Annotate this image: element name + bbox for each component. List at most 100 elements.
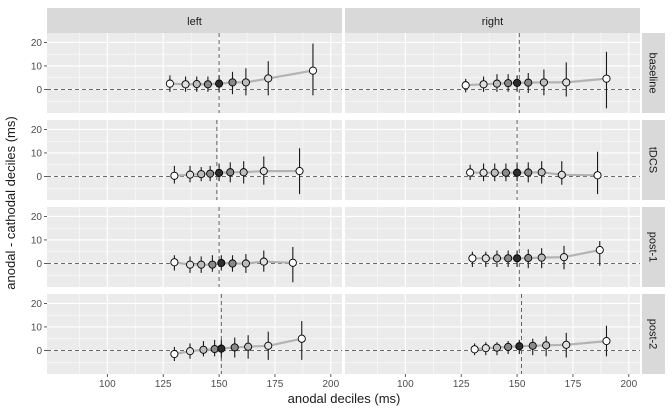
data-point <box>461 81 470 90</box>
y-tick-label: 10 <box>31 148 43 159</box>
data-point <box>181 80 190 89</box>
data-point <box>559 253 569 262</box>
data-point <box>492 254 502 263</box>
data-point <box>228 78 237 87</box>
y-tick-label: 0 <box>36 85 42 96</box>
data-point <box>264 341 273 350</box>
data-point <box>513 78 522 87</box>
data-point <box>492 343 502 352</box>
data-point <box>228 259 237 268</box>
y-tick-label: 0 <box>36 172 42 183</box>
y-tick-label: 20 <box>31 299 43 310</box>
column-strip-left <box>47 8 342 33</box>
data-point <box>492 79 502 88</box>
data-point <box>217 258 226 268</box>
data-point <box>244 342 253 351</box>
panel-background <box>345 120 640 200</box>
data-point <box>542 341 551 350</box>
row-strip-label: post-1 <box>647 232 659 263</box>
y-tick-label: 10 <box>31 61 43 72</box>
y-tick-label: 20 <box>31 212 43 223</box>
data-point <box>230 343 239 352</box>
data-point <box>215 168 224 177</box>
data-point <box>185 260 195 269</box>
data-point <box>490 168 499 177</box>
x-tick-label: 150 <box>211 379 228 390</box>
panel-background <box>47 120 342 200</box>
data-point <box>210 345 219 354</box>
data-point <box>504 254 513 263</box>
data-point <box>197 170 206 179</box>
x-tick-label: 150 <box>509 379 526 390</box>
x-tick-label: 200 <box>620 379 637 390</box>
y-axis-label: anodal - cathodal deciles (ms) <box>3 116 18 289</box>
y-tick-label: 20 <box>31 125 43 136</box>
panel-background <box>345 207 640 287</box>
data-point <box>170 349 179 359</box>
panel-post-2-left <box>47 294 342 374</box>
data-point <box>215 79 224 88</box>
data-point <box>501 168 510 177</box>
data-point <box>308 66 317 75</box>
panel-post-2-right <box>345 294 640 374</box>
row-strip-label: tDCS <box>647 147 659 173</box>
data-point <box>170 171 179 180</box>
panel-post-1-right <box>345 207 640 287</box>
data-point <box>562 340 571 349</box>
data-point <box>468 254 477 263</box>
data-point <box>203 80 212 89</box>
data-point <box>192 80 201 89</box>
data-point <box>602 74 611 83</box>
x-tick-label: 175 <box>565 379 582 390</box>
data-point <box>515 342 524 351</box>
data-point <box>206 169 215 178</box>
x-tick-label: 175 <box>267 379 284 390</box>
data-point <box>264 74 273 83</box>
data-point <box>513 254 522 263</box>
y-tick-label: 10 <box>31 322 43 333</box>
data-point <box>259 257 268 266</box>
data-point <box>185 347 195 356</box>
data-point <box>295 167 304 176</box>
panel-grid: left rightbaselinetDCSpost-1post-20102001… <box>31 8 665 390</box>
data-point <box>197 260 206 269</box>
data-point <box>466 168 475 177</box>
x-tick-label: 125 <box>155 379 172 390</box>
data-point <box>481 344 490 353</box>
data-point <box>602 337 611 346</box>
x-tick-label: 100 <box>99 379 116 390</box>
data-point <box>297 334 306 343</box>
data-point <box>208 260 217 269</box>
data-point <box>170 258 179 267</box>
data-point <box>239 168 248 177</box>
data-point <box>165 79 174 88</box>
row-strip-tDCS <box>642 120 665 200</box>
panel-background <box>345 294 640 374</box>
y-tick-label: 10 <box>31 235 43 246</box>
data-point <box>557 170 566 179</box>
column-strip-label: right <box>482 16 503 28</box>
data-point <box>185 170 195 179</box>
panel-background <box>345 33 640 113</box>
panel-baseline-right <box>345 33 640 113</box>
x-tick-label: 200 <box>322 379 339 390</box>
data-point <box>226 168 235 177</box>
panel-baseline-left <box>47 33 342 113</box>
data-point <box>504 342 513 351</box>
data-point <box>479 80 488 89</box>
row-strip-post-2 <box>642 294 665 374</box>
data-point <box>537 253 546 262</box>
data-point <box>562 78 571 87</box>
data-point <box>595 246 604 255</box>
row-strip-post-1 <box>642 207 665 287</box>
data-point <box>288 258 297 267</box>
data-point <box>479 168 488 177</box>
data-point <box>539 78 548 87</box>
data-point <box>217 344 226 353</box>
data-point <box>524 168 533 177</box>
data-point <box>524 254 533 263</box>
row-strip-label: baseline <box>647 53 659 94</box>
data-point <box>524 78 533 87</box>
data-point <box>537 168 546 177</box>
